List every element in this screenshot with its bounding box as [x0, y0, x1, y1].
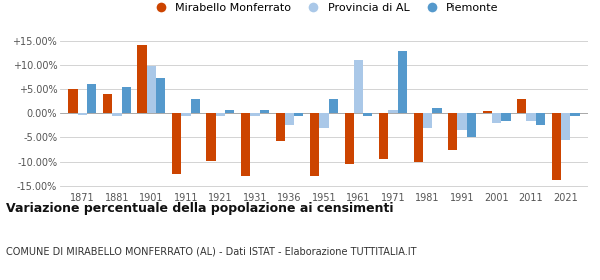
- Bar: [319, 113, 329, 128]
- Bar: [147, 66, 156, 113]
- Text: Variazione percentuale della popolazione ai censimenti: Variazione percentuale della popolazione…: [6, 202, 394, 214]
- Bar: [413, 113, 423, 162]
- Bar: [354, 60, 363, 113]
- Bar: [448, 113, 457, 150]
- Text: COMUNE DI MIRABELLO MONFERRATO (AL) - Dati ISTAT - Elaborazione TUTTITALIA.IT: COMUNE DI MIRABELLO MONFERRATO (AL) - Da…: [6, 246, 416, 256]
- Bar: [112, 113, 122, 116]
- Bar: [225, 109, 235, 113]
- Bar: [517, 99, 526, 113]
- Bar: [78, 113, 87, 115]
- Bar: [216, 113, 225, 116]
- Bar: [526, 113, 536, 121]
- Bar: [423, 113, 432, 128]
- Bar: [570, 113, 580, 116]
- Bar: [172, 113, 181, 174]
- Bar: [156, 78, 166, 113]
- Bar: [122, 87, 131, 113]
- Bar: [191, 99, 200, 113]
- Bar: [103, 94, 112, 113]
- Bar: [285, 113, 294, 125]
- Bar: [275, 113, 285, 141]
- Bar: [137, 45, 147, 113]
- Bar: [206, 113, 216, 160]
- Bar: [87, 84, 97, 113]
- Bar: [363, 113, 373, 116]
- Bar: [329, 99, 338, 113]
- Bar: [310, 113, 319, 176]
- Bar: [388, 109, 398, 113]
- Bar: [241, 113, 250, 176]
- Bar: [260, 110, 269, 113]
- Bar: [68, 89, 78, 113]
- Bar: [561, 113, 570, 140]
- Bar: [294, 113, 304, 116]
- Bar: [344, 113, 354, 164]
- Bar: [432, 108, 442, 113]
- Bar: [551, 113, 561, 180]
- Bar: [379, 113, 388, 159]
- Bar: [457, 113, 467, 130]
- Bar: [181, 113, 191, 116]
- Bar: [501, 113, 511, 121]
- Bar: [398, 51, 407, 113]
- Bar: [467, 113, 476, 137]
- Bar: [250, 113, 260, 116]
- Bar: [492, 113, 501, 123]
- Bar: [536, 113, 545, 125]
- Legend: Mirabello Monferrato, Provincia di AL, Piemonte: Mirabello Monferrato, Provincia di AL, P…: [145, 0, 503, 18]
- Bar: [482, 111, 492, 113]
